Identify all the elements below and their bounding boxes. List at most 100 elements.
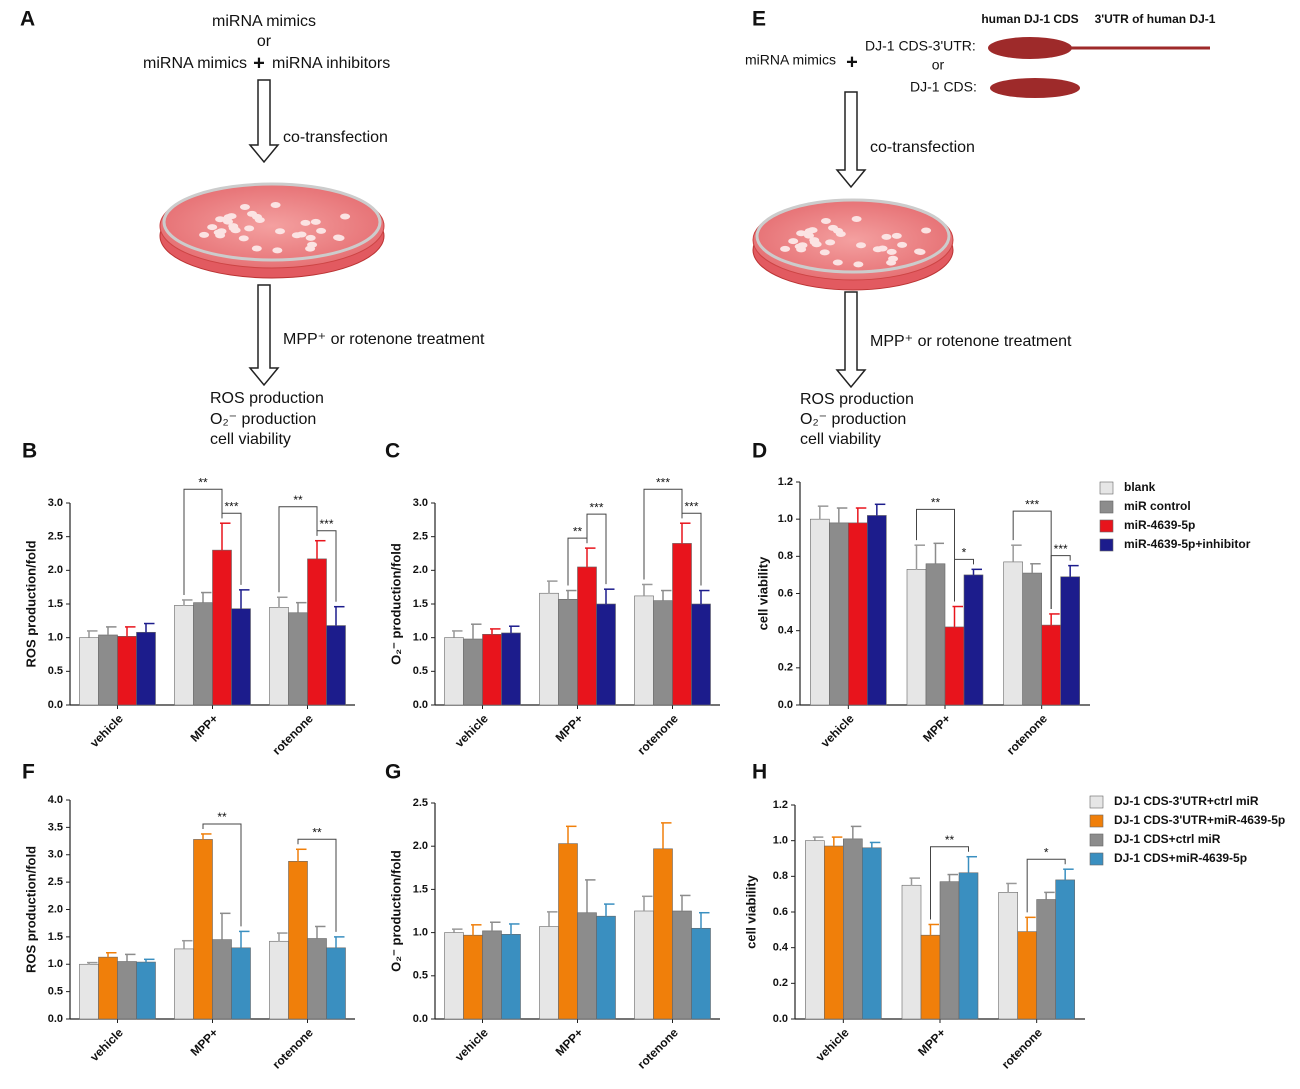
y-tick-label: 0.8 <box>773 870 788 882</box>
step: MPP⁺ or rotenone treatment <box>870 333 1072 350</box>
step: MPP⁺ or rotenone treatment <box>283 331 485 348</box>
bar <box>193 839 213 1020</box>
legend-swatch <box>1089 852 1104 866</box>
error-bar <box>239 589 250 609</box>
bar <box>1036 899 1056 1020</box>
construct-label: 3'UTR of human DJ-1 <box>1095 12 1216 26</box>
legend-swatch <box>1089 814 1104 828</box>
cell-dot <box>853 261 864 268</box>
error-bar <box>966 855 977 873</box>
legend-label: miR-4639-5p <box>1124 518 1195 532</box>
y-axis-label: O₂⁻ production/fold <box>388 850 403 972</box>
bar <box>653 848 673 1020</box>
y-tick-label: 1.2 <box>773 799 788 811</box>
cell-dot <box>244 225 255 232</box>
bar <box>824 845 844 1020</box>
x-tick-label: vehicle <box>452 1025 491 1064</box>
cell-dot <box>334 235 345 242</box>
bar <box>810 518 830 706</box>
significance-label: * <box>1044 845 1049 859</box>
error-bar <box>490 628 501 635</box>
significance-bracket <box>202 823 242 927</box>
cds-shape <box>990 78 1080 98</box>
cell-dot <box>832 259 843 266</box>
bar <box>843 838 863 1020</box>
legend-swatch <box>1089 833 1104 847</box>
error-bar <box>125 626 136 637</box>
y-tick-label: 0.2 <box>773 977 788 989</box>
y-tick-label: 0.4 <box>773 942 789 954</box>
input: + <box>846 51 858 73</box>
bar <box>577 566 597 706</box>
diagram-a: A miRNA mimics or miRNA mimics + miRNA i… <box>20 8 485 449</box>
panel-letter: D <box>752 440 767 463</box>
bar <box>174 605 194 706</box>
x-tick-label: vehicle <box>818 711 857 750</box>
legend-swatch <box>1099 538 1114 552</box>
legend-label: DJ-1 CDS-3'UTR+miR-4639-5p <box>1114 813 1285 827</box>
bar <box>307 938 327 1020</box>
legend-label: miR-4639-5p+inhibitor <box>1124 537 1251 551</box>
significance-label: ** <box>198 475 208 489</box>
arrow <box>248 284 280 387</box>
bar <box>691 603 711 706</box>
bar <box>444 637 464 706</box>
cell-dot <box>788 238 799 245</box>
y-tick-label: 0.2 <box>778 662 793 674</box>
y-tick-label: 3.0 <box>48 497 63 509</box>
output: cell viability <box>210 431 291 448</box>
input: miRNA inhibitors <box>272 55 390 72</box>
error-bar <box>661 589 672 601</box>
bar <box>444 932 464 1020</box>
error-bar <box>1030 563 1041 574</box>
cell-dot <box>796 230 807 237</box>
cell-dot <box>886 248 897 255</box>
y-tick-label: 0.0 <box>413 699 428 711</box>
legend-label: DJ-1 CDS+ctrl miR <box>1114 832 1221 846</box>
error-bar <box>642 583 653 596</box>
error-bar <box>952 605 963 627</box>
y-axis-label: ROS production/fold <box>23 540 38 667</box>
error-bar <box>1011 544 1022 562</box>
cell-dot <box>228 225 239 232</box>
cell-dot <box>780 245 791 252</box>
y-tick-label: 1.2 <box>778 476 793 488</box>
x-tick-label: vehicle <box>87 711 126 750</box>
bar <box>326 947 346 1020</box>
bar <box>326 625 346 706</box>
y-tick-label: 1.5 <box>413 883 428 895</box>
legend-swatch <box>1099 500 1114 514</box>
error-bar <box>850 825 862 839</box>
chart: G O₂⁻ production/fold 0.0 0.5 1.0 1.5 2.0 2.5 ve… <box>385 761 720 1072</box>
y-axis-label: cell viability <box>743 874 758 948</box>
error-bar <box>909 877 920 886</box>
error-bar <box>831 836 843 847</box>
y-tick-label: 2.0 <box>413 564 428 576</box>
x-tick-label: rotenone <box>270 1025 316 1071</box>
x-tick-label: rotenone <box>999 1025 1045 1071</box>
bar <box>558 598 578 706</box>
bar <box>212 549 232 706</box>
bar <box>1017 931 1037 1020</box>
significance-label: *** <box>684 499 698 513</box>
bar <box>925 563 946 706</box>
error-bar <box>1049 613 1060 626</box>
legend-swatch <box>1089 795 1104 809</box>
error-bar <box>144 622 155 633</box>
bar <box>939 881 960 1020</box>
significance-label: *** <box>319 517 333 531</box>
input: miRNA mimics <box>143 55 247 72</box>
panel-letter: A <box>20 8 35 31</box>
bar <box>653 600 673 706</box>
error-bar <box>452 928 463 933</box>
cell-dot <box>275 228 286 235</box>
cell-dot <box>307 241 318 248</box>
cell-dot <box>238 235 249 242</box>
cell-dot <box>305 234 316 241</box>
y-tick-label: 0.5 <box>413 665 428 677</box>
panel-letter: B <box>22 440 37 463</box>
bar <box>867 515 887 706</box>
chart: C O₂⁻ production/fold 0.0 0.5 1.0 1.5 2.0 2.5 3.… <box>385 440 720 758</box>
bar <box>829 522 849 706</box>
